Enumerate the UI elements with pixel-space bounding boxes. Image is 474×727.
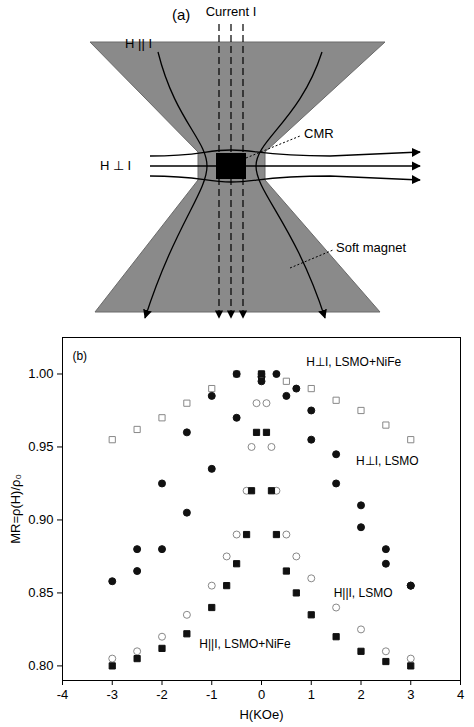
- svg-text:-1: -1: [206, 687, 218, 702]
- svg-text:3: 3: [407, 687, 414, 702]
- svg-text:CMR: CMR: [304, 126, 334, 141]
- svg-text:H ⊥ I: H ⊥ I: [100, 158, 131, 173]
- svg-text:H⊥I, LSMO+NiFe: H⊥I, LSMO+NiFe: [306, 355, 401, 369]
- svg-text:H⊥I, LSMO: H⊥I, LSMO: [356, 454, 419, 468]
- svg-text:-3: -3: [106, 687, 118, 702]
- svg-text:0.80: 0.80: [28, 658, 53, 673]
- svg-text:H(KOe): H(KOe): [239, 707, 283, 722]
- svg-text:H||I, LSMO: H||I, LSMO: [334, 586, 393, 600]
- svg-text:-2: -2: [156, 687, 168, 702]
- svg-text:-4: -4: [57, 687, 69, 702]
- svg-text:(a): (a): [172, 6, 190, 23]
- svg-text:0.85: 0.85: [28, 585, 53, 600]
- svg-text:H || I: H || I: [125, 36, 152, 51]
- svg-text:(b): (b): [72, 349, 87, 363]
- svg-text:2: 2: [357, 687, 364, 702]
- svg-text:0.90: 0.90: [28, 512, 53, 527]
- svg-text:4: 4: [457, 687, 464, 702]
- svg-text:0: 0: [258, 687, 265, 702]
- svg-text:0.95: 0.95: [28, 439, 53, 454]
- svg-text:1.00: 1.00: [28, 366, 53, 381]
- svg-text:H||I, LSMO+NiFe: H||I, LSMO+NiFe: [199, 637, 291, 651]
- svg-text:Current I: Current I: [206, 4, 257, 19]
- svg-text:MR=ρ(H)/ρ₀: MR=ρ(H)/ρ₀: [8, 474, 23, 544]
- svg-text:1: 1: [308, 687, 315, 702]
- svg-text:Soft magnet: Soft magnet: [336, 240, 406, 255]
